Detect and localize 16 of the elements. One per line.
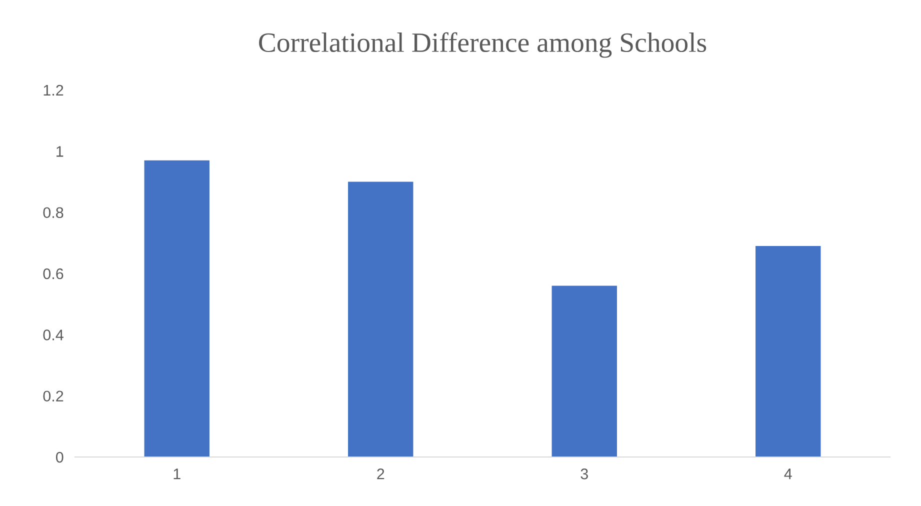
y-tick-label: 0.4: [43, 330, 64, 340]
bar: [756, 246, 821, 457]
bar: [144, 160, 210, 457]
x-tick-label: 2: [377, 468, 384, 480]
y-tick-label: 0: [56, 452, 64, 463]
x-tick-label: 4: [784, 468, 792, 480]
y-tick-label: 0.2: [43, 390, 64, 402]
bar: [348, 182, 414, 457]
y-tick-label: 1: [56, 146, 64, 157]
bar: [552, 286, 617, 457]
x-tick-label: 1: [174, 468, 180, 480]
y-tick-label: 0.6: [43, 268, 64, 280]
y-tick-label: 1.2: [44, 84, 64, 96]
x-tick-label: 3: [580, 468, 588, 480]
chart-title: Correlational Difference among Schools: [259, 32, 706, 58]
y-tick-label: 0.8: [43, 207, 64, 218]
